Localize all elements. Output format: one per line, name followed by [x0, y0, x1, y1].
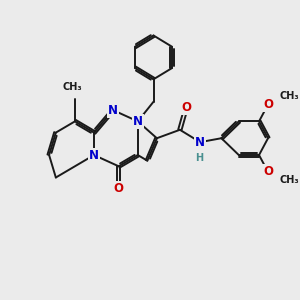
- Text: N: N: [195, 136, 205, 148]
- Text: O: O: [181, 101, 191, 114]
- Text: CH₃: CH₃: [279, 91, 299, 101]
- Text: O: O: [114, 182, 124, 195]
- Text: N: N: [133, 115, 143, 128]
- Text: H: H: [196, 153, 204, 163]
- Text: N: N: [89, 148, 99, 162]
- Text: N: N: [108, 103, 118, 117]
- Text: CH₃: CH₃: [279, 175, 299, 185]
- Text: O: O: [263, 98, 273, 111]
- Text: O: O: [263, 165, 273, 178]
- Text: CH₃: CH₃: [62, 82, 82, 92]
